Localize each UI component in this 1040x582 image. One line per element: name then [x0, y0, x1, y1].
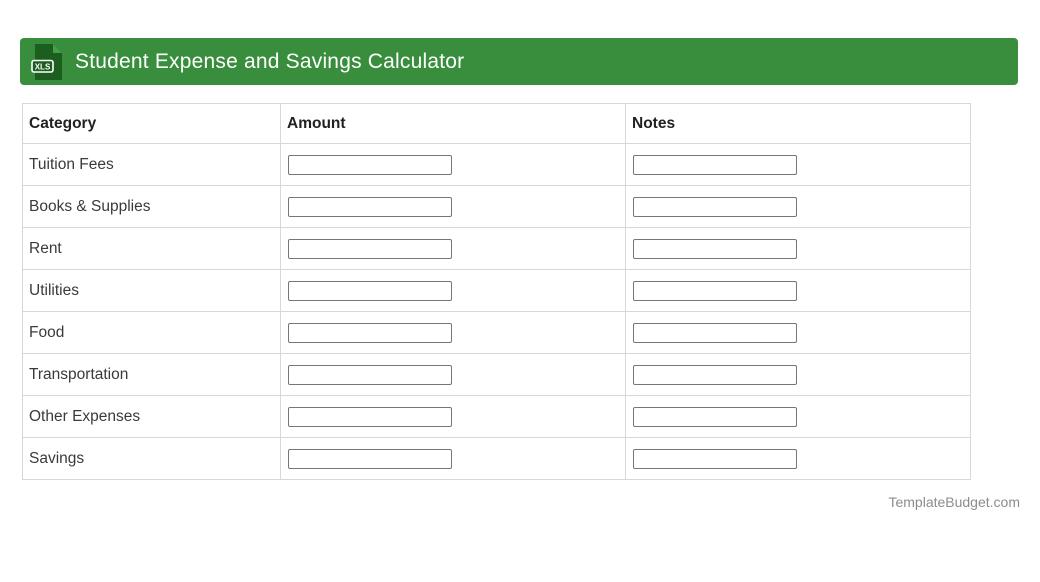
amount-cell	[280, 227, 626, 270]
column-header-amount: Amount	[280, 103, 626, 144]
table-row: Transportation	[22, 353, 971, 396]
notes-cell	[625, 185, 971, 228]
notes-cell	[625, 311, 971, 354]
notes-input[interactable]	[633, 406, 797, 427]
amount-input[interactable]	[288, 196, 452, 217]
xls-icon-label: XLS	[35, 62, 51, 71]
amount-cell	[280, 185, 626, 228]
amount-cell	[280, 269, 626, 312]
category-label: Transportation	[29, 365, 129, 383]
column-header-notes: Notes	[625, 103, 971, 144]
watermark-text: TemplateBudget.com	[888, 494, 1020, 510]
category-label: Savings	[29, 449, 85, 467]
amount-cell	[280, 395, 626, 438]
calculator-table-container: Category Amount Notes Tuition Fees Books…	[22, 103, 1040, 480]
notes-input[interactable]	[633, 238, 797, 259]
notes-input[interactable]	[633, 280, 797, 301]
notes-input[interactable]	[633, 364, 797, 385]
notes-input[interactable]	[633, 448, 797, 469]
amount-cell	[280, 311, 626, 354]
category-cell: Books & Supplies	[22, 185, 281, 228]
table-row: Rent	[22, 227, 971, 270]
notes-input[interactable]	[633, 154, 797, 175]
table-row: Savings	[22, 437, 971, 480]
amount-input[interactable]	[288, 280, 452, 301]
amount-input[interactable]	[288, 406, 452, 427]
notes-cell	[625, 353, 971, 396]
table-header-row: Category Amount Notes	[22, 103, 971, 144]
table-row: Food	[22, 311, 971, 354]
amount-input[interactable]	[288, 154, 452, 175]
category-label: Food	[29, 323, 65, 341]
category-label: Rent	[29, 239, 62, 257]
category-cell: Food	[22, 311, 281, 354]
notes-input[interactable]	[633, 196, 797, 217]
category-label: Utilities	[29, 281, 79, 299]
page-title: Student Expense and Savings Calculator	[75, 49, 465, 73]
table-row: Other Expenses	[22, 395, 971, 438]
category-cell: Savings	[22, 437, 281, 480]
category-label: Other Expenses	[29, 407, 141, 425]
amount-input[interactable]	[288, 238, 452, 259]
amount-cell	[280, 437, 626, 480]
amount-input[interactable]	[288, 448, 452, 469]
amount-input[interactable]	[288, 364, 452, 385]
category-cell: Tuition Fees	[22, 143, 281, 186]
notes-cell	[625, 395, 971, 438]
calculator-table: Category Amount Notes Tuition Fees Books…	[22, 103, 971, 480]
xls-file-icon: XLS	[31, 43, 62, 80]
category-cell: Transportation	[22, 353, 281, 396]
amount-cell	[280, 353, 626, 396]
notes-cell	[625, 143, 971, 186]
amount-input[interactable]	[288, 322, 452, 343]
column-header-category: Category	[22, 103, 281, 144]
category-cell: Other Expenses	[22, 395, 281, 438]
table-row: Tuition Fees	[22, 143, 971, 186]
table-row: Utilities	[22, 269, 971, 312]
notes-cell	[625, 269, 971, 312]
notes-cell	[625, 437, 971, 480]
notes-cell	[625, 227, 971, 270]
amount-cell	[280, 143, 626, 186]
category-cell: Rent	[22, 227, 281, 270]
category-label: Books & Supplies	[29, 197, 151, 215]
title-bar: XLS Student Expense and Savings Calculat…	[20, 38, 1018, 85]
category-label: Tuition Fees	[29, 155, 114, 173]
notes-input[interactable]	[633, 322, 797, 343]
table-row: Books & Supplies	[22, 185, 971, 228]
category-cell: Utilities	[22, 269, 281, 312]
